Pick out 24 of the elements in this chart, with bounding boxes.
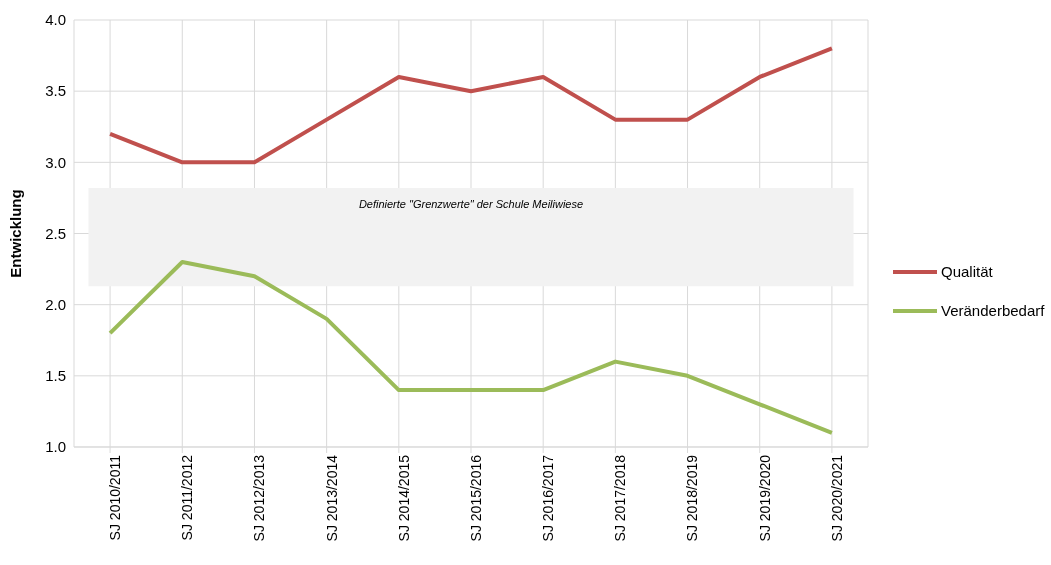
y-tick-label: 1.0 bbox=[45, 438, 66, 456]
legend-label: Veränderbedarf bbox=[941, 302, 1045, 319]
x-tick-label: SJ 2017/2018 bbox=[612, 454, 629, 542]
x-tick-label: SJ 2020/2021 bbox=[828, 454, 845, 542]
y-tick-label: 2.5 bbox=[45, 224, 66, 242]
x-tick-label: SJ 2012/2013 bbox=[251, 454, 268, 542]
x-tick-label: SJ 2016/2017 bbox=[540, 454, 557, 542]
y-axis-title: Entwicklung bbox=[7, 189, 25, 278]
line-series bbox=[108, 259, 834, 435]
x-tick-label: SJ 2014/2015 bbox=[395, 454, 412, 542]
x-tick-label: SJ 2010/2011 bbox=[107, 454, 124, 541]
x-tick-label: SJ 2015/2016 bbox=[467, 454, 484, 542]
band-label: Definierte "Grenzwerte" der Schule Meiliwiese bbox=[358, 197, 584, 210]
y-tick-label: 2.0 bbox=[45, 295, 66, 313]
legend-label: Qualität bbox=[941, 263, 993, 280]
x-tick-label: SJ 2013/2014 bbox=[323, 454, 340, 542]
y-tick-label: 1.5 bbox=[45, 367, 66, 385]
x-tick-label: SJ 2019/2020 bbox=[756, 454, 773, 542]
y-tick-label: 3.0 bbox=[45, 153, 66, 171]
x-tick-label: SJ 2018/2019 bbox=[684, 454, 701, 542]
y-tick-label: 4.0 bbox=[45, 11, 66, 29]
y-tick-label: 3.5 bbox=[45, 82, 66, 100]
line-series bbox=[108, 46, 834, 165]
x-tick-label: SJ 2011/2012 bbox=[179, 454, 196, 541]
